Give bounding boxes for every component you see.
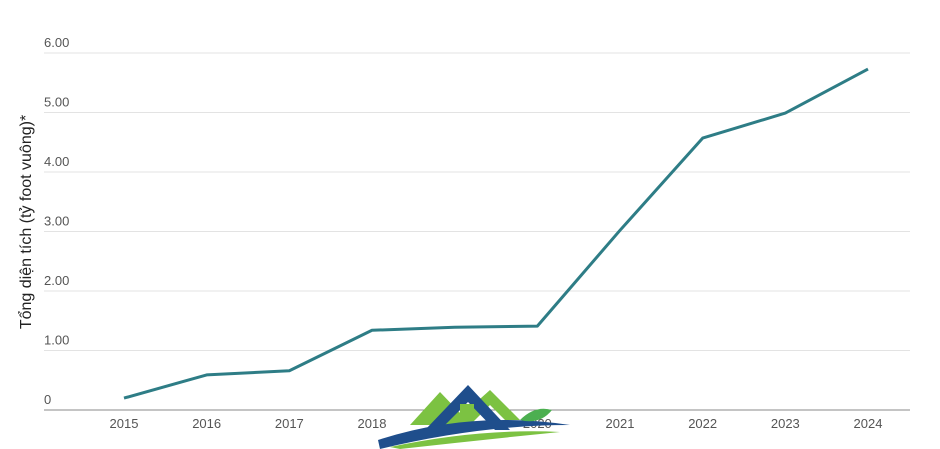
y-tick-label: 6.00: [44, 35, 69, 50]
x-tick-label: 2015: [110, 416, 139, 431]
data-line: [123, 67, 869, 400]
y-tick-label: 5.00: [44, 95, 69, 110]
x-tick-label: 2016: [192, 416, 221, 431]
x-tick-label: 2023: [771, 416, 800, 431]
y-tick-label: 0: [44, 392, 51, 407]
y-tick-label: 1.00: [44, 333, 69, 348]
logo: [378, 385, 570, 449]
x-tick-label: 2024: [854, 416, 883, 431]
y-tick-label: 4.00: [44, 154, 69, 169]
y-axis-label: Tổng diện tích (tỷ foot vuông)*: [17, 115, 35, 329]
x-tick-label: 2022: [688, 416, 717, 431]
plot-area: 0 1.00 2.00 3.00 4.00 5.00 6.00 2015 2016 2017 201…: [44, 35, 910, 431]
x-tick-label: 2018: [358, 416, 387, 431]
x-tick-label: 2021: [606, 416, 635, 431]
y-tick-label: 3.00: [44, 214, 69, 229]
x-tick-label: 2017: [275, 416, 304, 431]
y-tick-label: 2.00: [44, 273, 69, 288]
